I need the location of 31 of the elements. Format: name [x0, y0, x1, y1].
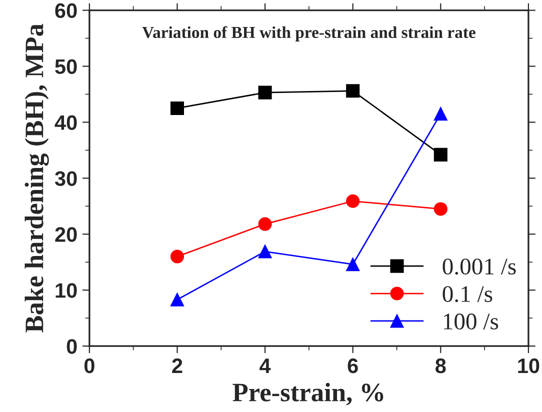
y-tick-label: 0	[66, 339, 77, 354]
point	[170, 101, 184, 116]
point	[170, 292, 184, 306]
x-tick-label: 8	[436, 358, 446, 374]
y-tick-label: 60	[55, 3, 77, 18]
x-axis-title: Pre-strain, %	[232, 382, 384, 406]
point	[258, 244, 272, 258]
point	[434, 148, 448, 162]
point	[258, 217, 272, 231]
legend-label: 0.1 /s	[442, 286, 492, 302]
point	[346, 84, 360, 98]
point	[434, 107, 448, 121]
point	[346, 194, 360, 208]
x-tick-label: 10	[518, 358, 540, 374]
x-tick-label: 4	[260, 358, 271, 373]
y-tick-label: 30	[54, 171, 77, 186]
y-axis-title: Bake hardening (BH), MPa	[24, 24, 49, 332]
legend-label: 100 /s	[444, 314, 498, 330]
legend-label: 0.001 /s	[442, 258, 516, 275]
point	[434, 202, 448, 216]
x-tick-label: 0	[84, 358, 94, 374]
point	[170, 250, 184, 264]
x-tick-label: 2	[172, 358, 182, 373]
x-tick-label: 6	[348, 358, 358, 374]
point	[346, 258, 360, 272]
y-tick-label: 10	[56, 283, 77, 298]
y-tick-label: 40	[54, 115, 77, 130]
y-tick-label: 50	[55, 59, 77, 74]
y-tick-label: 20	[55, 227, 77, 242]
point	[258, 86, 272, 100]
text: Variation of BH with pre-strain and strain rate	[142, 26, 476, 42]
